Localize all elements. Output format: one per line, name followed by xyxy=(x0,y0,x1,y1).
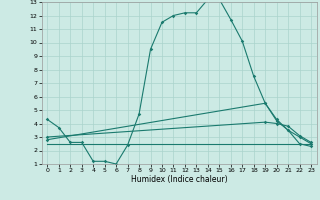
X-axis label: Humidex (Indice chaleur): Humidex (Indice chaleur) xyxy=(131,175,228,184)
